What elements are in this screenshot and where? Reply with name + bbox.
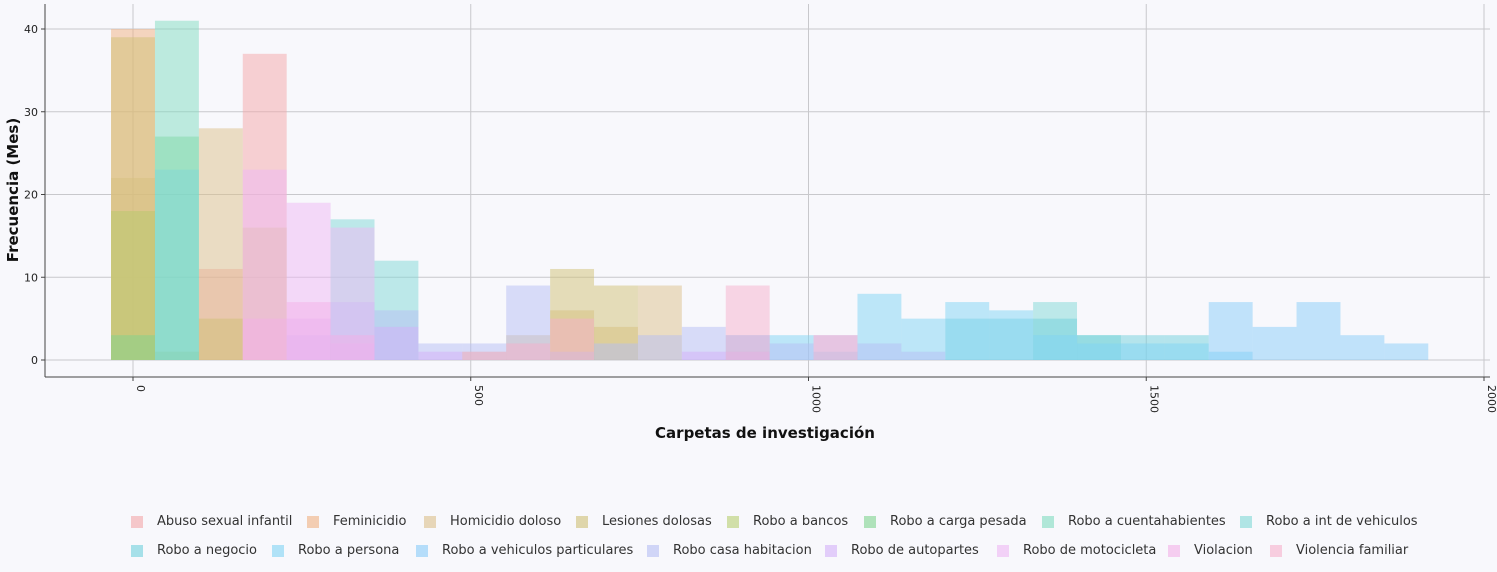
legend-item[interactable]: Robo a cuentahabientes [1042,514,1226,529]
y-tick-label: 30 [24,106,38,119]
histogram-bar[interactable] [945,302,990,360]
legend-label: Robo casa habitacion [673,543,812,558]
y-tick-label: 40 [24,23,38,36]
legend-label: Robo a negocio [157,543,257,558]
legend-item[interactable]: Lesiones dolosas [576,514,712,529]
legend-swatch [647,544,659,557]
legend-item[interactable]: Robo a bancos [727,514,848,529]
legend-item[interactable]: Violacion [1168,543,1253,558]
histogram-bars[interactable] [111,20,1429,361]
x-tick-label: 2000 [1485,385,1497,413]
legend-item[interactable]: Robo a persona [272,543,399,558]
legend-swatch [864,515,876,528]
legend-swatch [1042,515,1054,528]
histogram-bar[interactable] [725,285,770,360]
histogram-bar[interactable] [1340,335,1385,360]
legend-swatch [1270,544,1282,557]
x-tick-label: 1500 [1147,385,1160,413]
histogram-bar[interactable] [1164,343,1209,360]
legend-label: Abuso sexual infantil [157,514,293,529]
histogram-bar[interactable] [154,169,199,360]
histogram-bar[interactable] [330,335,375,360]
legend-swatch [272,544,284,557]
legend-item[interactable]: Robo a carga pesada [864,514,1027,529]
histogram-bar[interactable] [374,326,419,360]
legend-swatch [416,544,428,557]
histogram-bar[interactable] [1384,343,1429,360]
legend-label: Robo a cuentahabientes [1068,514,1226,529]
legend-swatch [131,515,143,528]
x-axis-label: Carpetas de investigación [655,424,875,442]
legend-item[interactable]: Robo a negocio [131,543,257,558]
histogram-bar[interactable] [857,343,902,360]
axes: 0 10 20 30 40 0 500 1000 1500 2000 [24,4,1497,413]
legend-item[interactable]: Abuso sexual infantil [131,514,292,529]
histogram-bar[interactable] [111,335,155,360]
histogram-bar[interactable] [1120,343,1165,360]
legend-swatch [307,515,319,528]
histogram-bar[interactable] [198,318,243,360]
histogram-bar[interactable] [462,351,507,360]
histogram-bar[interactable] [418,351,463,360]
legend-swatch [825,544,837,557]
legend-item[interactable]: Violencia familiar [1270,543,1408,558]
histogram-bar[interactable] [506,343,551,360]
legend-label: Lesiones dolosas [602,514,712,529]
legend-label: Robo a bancos [753,514,849,529]
legend-item[interactable]: Feminicidio [307,514,406,529]
histogram-bar[interactable] [1296,302,1341,360]
histogram-bar[interactable] [594,343,638,360]
legend-swatch [131,544,143,557]
histogram-bar[interactable] [637,335,682,360]
histogram-bar[interactable] [550,318,595,360]
legend-label: Robo a vehiculos particulares [442,543,634,558]
histogram-bar[interactable] [286,302,331,360]
x-tick-label: 500 [472,385,485,406]
y-tick-label: 10 [24,271,38,284]
legend-swatch [997,544,1009,557]
histogram-bar[interactable] [769,343,814,360]
legend-label: Robo a int de vehiculos [1266,514,1418,529]
histogram-bar[interactable] [989,310,1034,360]
y-tick-label: 20 [24,189,38,202]
legend-swatch [727,515,739,528]
histogram-bar[interactable] [681,351,726,360]
histogram-bar[interactable] [901,351,946,360]
histogram-bar[interactable] [813,335,858,360]
legend-item[interactable]: Robo de motocicleta [997,543,1156,558]
x-tick-label: 1000 [810,385,823,413]
legend-swatch [424,515,436,528]
x-tick-label: 0 [134,385,147,392]
histogram-bar[interactable] [1077,343,1121,360]
legend-label: Feminicidio [333,514,407,529]
legend-label: Robo a persona [298,543,400,558]
legend-swatch [576,515,588,528]
legend-label: Homicidio doloso [450,514,562,529]
legend-swatch [1240,515,1252,528]
legend-item[interactable]: Robo a vehiculos particulares [416,543,633,558]
legend-item[interactable]: Robo casa habitacion [647,543,812,558]
histogram-bar[interactable] [242,318,287,360]
legend-label: Robo de autopartes [851,543,979,558]
legend-swatch [1168,544,1180,557]
histogram-bar[interactable] [1252,326,1297,360]
legend-label: Violacion [1194,543,1253,558]
histogram-bar[interactable] [1208,302,1253,360]
legend-item[interactable]: Robo a int de vehiculos [1240,514,1418,529]
y-tick-label: 0 [31,354,38,367]
legend-label: Violencia familiar [1296,543,1409,558]
legend-item[interactable]: Robo de autopartes [825,543,979,558]
legend-label: Robo de motocicleta [1023,543,1157,558]
legend-item[interactable]: Homicidio doloso [424,514,561,529]
y-axis-label: Frecuencia (Mes) [4,118,22,262]
histogram-chart: 0 10 20 30 40 0 500 1000 1500 2000 Carpetas de in… [4,4,1497,442]
legend-label: Robo a carga pesada [890,514,1027,529]
histogram-bar[interactable] [1033,335,1078,360]
